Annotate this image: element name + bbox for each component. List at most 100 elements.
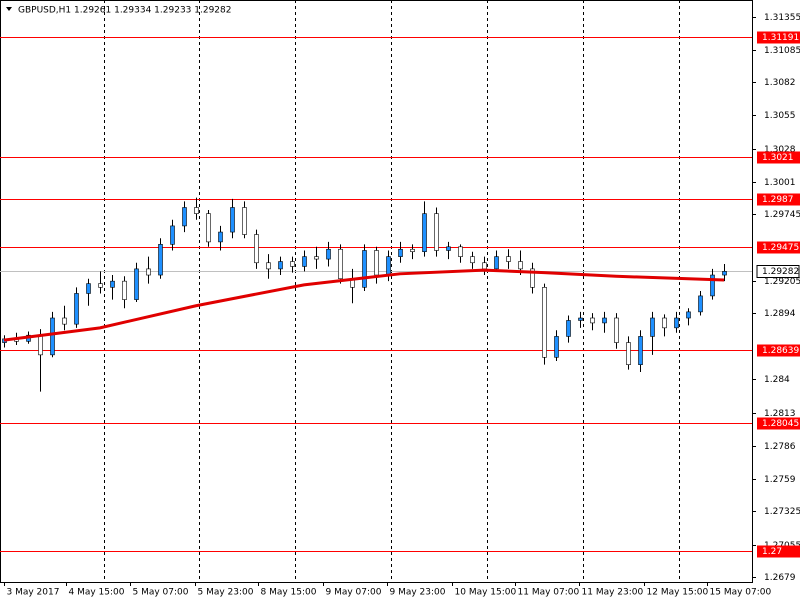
level-label: 1.29475 (762, 243, 799, 253)
y-tick-label: 1.3001 (764, 178, 796, 188)
candle-body (386, 256, 391, 276)
candle-body (578, 317, 583, 321)
level-label: 1.28045 (762, 419, 799, 429)
candle-body (626, 342, 631, 365)
candle-body (62, 317, 67, 325)
candle-body (110, 280, 115, 288)
candle-body (38, 334, 43, 356)
moving-average (3, 268, 725, 342)
level-label-box (757, 417, 800, 430)
level-label-box (757, 344, 800, 357)
candle-body (470, 256, 475, 264)
candle-body (374, 250, 379, 276)
candle-body (98, 283, 103, 288)
candle-body (158, 244, 163, 276)
candle-body (194, 207, 199, 214)
candle-body (530, 268, 535, 288)
y-tick-label: 1.3082 (764, 78, 796, 88)
candle-body (698, 295, 703, 313)
candle-body (614, 317, 619, 343)
candle-body (518, 261, 523, 270)
y-tick-label: 1.2894 (764, 309, 796, 319)
level-label: 1.28639 (762, 346, 799, 356)
candle-body (494, 256, 499, 270)
candle-body (446, 246, 451, 251)
candle-body (638, 336, 643, 365)
level-label: 1.2987 (762, 195, 794, 205)
candle-body (650, 317, 655, 337)
y-tick-label: 1.31355 (764, 13, 800, 23)
candle-body (314, 256, 319, 260)
candle-body (74, 293, 79, 325)
candle-body (362, 250, 367, 288)
y-tick-label: 1.2813 (764, 409, 796, 419)
candle-body (278, 261, 283, 270)
y-tick-label: 1.2759 (764, 475, 796, 485)
y-tick-label: 1.2679 (764, 573, 796, 583)
x-tick-label: 11 May 07:00 (518, 588, 580, 598)
x-tick-label: 11 May 23:00 (582, 588, 644, 598)
candle-body (290, 261, 295, 267)
candle-body (434, 213, 439, 251)
candle-body (590, 317, 595, 324)
y-tick-label: 1.29205 (764, 277, 800, 287)
x-tick-label: 9 May 07:00 (326, 588, 382, 598)
candle-body (182, 207, 187, 227)
current-price-label: 1.29282 (762, 267, 799, 277)
candle-body (566, 320, 571, 337)
y-tick-label: 1.2786 (764, 442, 796, 452)
grid-layer (0, 0, 752, 582)
y-tick-label: 1.3028 (764, 145, 796, 155)
candle-body (338, 248, 343, 280)
candle-body (242, 207, 247, 235)
candle-body (302, 256, 307, 267)
level-label: 1.31191 (762, 33, 799, 43)
candle-body (50, 317, 55, 356)
candle-body (506, 256, 511, 262)
x-tick-label: 5 May 07:00 (133, 588, 189, 598)
candle-body (146, 268, 151, 276)
label-layer: 1.31355 1.31085 1.3082 1.3055 1.3028 1.3001 1.… (4, 13, 800, 598)
candle-body (674, 317, 679, 329)
current-price-box (756, 265, 800, 278)
y-tick-label: 1.284 (764, 375, 790, 385)
level-label: 1.27 (762, 547, 782, 557)
candle-body (266, 262, 271, 270)
candle-body (230, 207, 235, 233)
y-tick-label: 1.29745 (764, 210, 800, 220)
candle-body (410, 248, 415, 253)
y-tick-label: 1.27325 (764, 507, 800, 517)
x-tick-label: 5 May 23:00 (198, 588, 254, 598)
candle-body (662, 317, 667, 329)
candle-body (86, 283, 91, 294)
header-arrow (6, 7, 12, 11)
level-label-box (757, 241, 800, 254)
mark-layer (2, 197, 727, 392)
candle-body (218, 231, 223, 243)
candle-body (458, 246, 463, 257)
candle-body (710, 274, 715, 297)
x-tick-label: 15 May 07:00 (710, 588, 772, 598)
candle-body (554, 336, 559, 358)
plot-frame (0, 0, 753, 583)
candle-body (422, 213, 427, 253)
x-tick-label: 9 May 23:00 (390, 588, 446, 598)
candle-body (686, 311, 691, 319)
level-label-box (757, 193, 800, 206)
candle-body (542, 287, 547, 358)
level-label-box (757, 151, 800, 164)
candle-body (254, 234, 259, 264)
candle-body (722, 271, 727, 276)
level-label: 1.3021 (762, 153, 794, 163)
candle-body (122, 280, 127, 300)
x-tick-label: 10 May 15:00 (455, 588, 517, 598)
y-tick-label: 1.31085 (764, 46, 800, 56)
candle-body (602, 317, 607, 324)
level-label-box (757, 545, 800, 558)
x-tick-label: 8 May 15:00 (261, 588, 317, 598)
y-tick-label: 1.3055 (764, 111, 796, 121)
candle-body (170, 225, 175, 245)
candle-body (134, 268, 139, 300)
